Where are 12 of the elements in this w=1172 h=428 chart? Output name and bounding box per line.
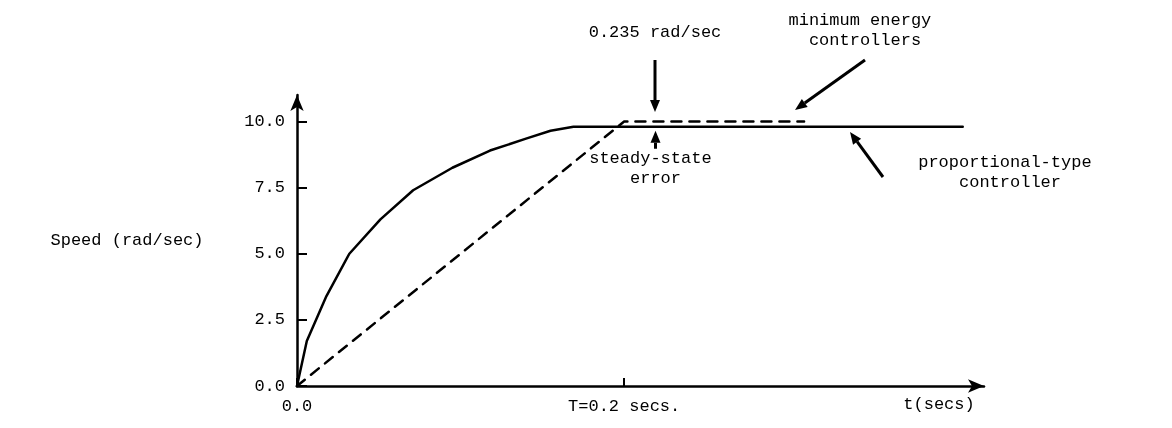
y-axis-title: Speed (rad/sec) [50,231,204,250]
x-axis-title: t(secs) [903,395,975,414]
y-tick-label: 7.5 [254,178,285,198]
y-tick-label: 5.0 [254,244,285,264]
annotation: steady-state error [589,149,722,189]
x-tick-label: T=0.2 secs. [568,397,681,416]
y-tick-label: 2.5 [254,310,285,330]
annotation: proportional-type controller [918,152,1102,192]
y-tick-label: 0.0 [254,376,285,396]
y-tick-label: 10.0 [244,111,285,131]
text: minimum energy controllers [788,10,942,50]
text: 0.235 rad/sec [588,22,722,42]
